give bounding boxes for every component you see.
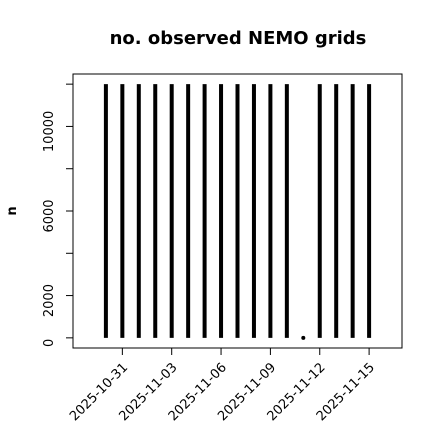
y-tick-label: 10000 [42,111,57,152]
y-axis-label: n [5,206,20,215]
y-tick-label: 6000 [42,199,57,232]
y-tick-label: 0 [42,339,57,347]
y-tick-label: 2000 [42,284,57,317]
chart-title: no. observed NEMO grids [110,28,367,49]
bar-line [301,335,306,340]
